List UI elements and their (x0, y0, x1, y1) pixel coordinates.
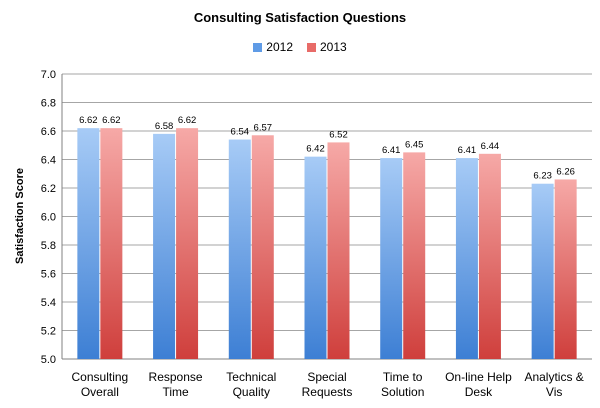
legend-item-2013: 2013 (307, 40, 347, 54)
legend-swatch-2013 (307, 42, 316, 52)
x-tick-label: Overall (81, 385, 119, 399)
bar-2013 (251, 135, 274, 359)
x-tick-label: Vis (546, 385, 562, 399)
y-tick-label: 6.0 (41, 212, 56, 224)
data-label-2012: 6.23 (533, 171, 552, 182)
x-tick-label: Desk (465, 385, 493, 399)
bar-2013 (176, 128, 199, 359)
y-tick-label: 7.0 (41, 69, 56, 81)
bar-2012 (304, 156, 327, 359)
bar-2013 (100, 128, 123, 359)
bar-2013 (554, 179, 577, 359)
legend-item-2012: 2012 (253, 40, 293, 54)
y-tick-label: 6.2 (41, 183, 56, 195)
y-tick-label: 5.0 (41, 354, 56, 366)
bar-2012 (228, 139, 251, 359)
legend: 2012 2013 (0, 40, 600, 54)
bar-2013 (403, 152, 426, 359)
bar-2013 (478, 153, 501, 359)
x-tick-label: Special (307, 370, 346, 384)
data-label-2012: 6.58 (155, 121, 174, 132)
y-tick-label: 6.6 (41, 126, 56, 138)
data-label-2012: 6.54 (231, 127, 250, 138)
data-label-2013: 6.62 (102, 115, 121, 126)
x-tick-label: Solution (381, 385, 424, 399)
bar-2012 (455, 158, 478, 359)
bar-2012 (77, 128, 100, 359)
x-tick-label: Time to (383, 370, 423, 384)
data-label-2012: 6.41 (382, 145, 401, 156)
x-tick-label: Analytics & (524, 370, 583, 384)
x-tick-label: Time (162, 385, 189, 399)
legend-swatch-2012 (253, 42, 263, 52)
data-label-2012: 6.42 (306, 144, 325, 155)
x-tick-label: On-line Help (445, 370, 512, 384)
y-tick-label: 6.8 (41, 98, 56, 110)
chart-title: Consulting Satisfaction Questions (193, 10, 407, 25)
y-tick-label: 5.2 (41, 326, 56, 338)
bar-2012 (153, 133, 176, 359)
data-label-2013: 6.57 (254, 122, 273, 133)
bar-2013 (327, 142, 350, 359)
y-tick-label: 5.4 (41, 297, 56, 309)
x-tick-label: Consulting (72, 370, 129, 384)
y-tick-label: 6.4 (41, 155, 56, 167)
data-label-2013: 6.52 (329, 129, 348, 140)
legend-label-2013: 2013 (320, 40, 347, 54)
x-tick-label: Technical (226, 370, 276, 384)
data-label-2013: 6.26 (556, 166, 575, 177)
y-tick-label: 5.8 (41, 240, 56, 252)
x-tick-label: Quality (233, 385, 270, 399)
data-label-2012: 6.62 (79, 115, 98, 126)
x-tick-label: Response (149, 370, 203, 384)
data-label-2013: 6.62 (178, 115, 197, 126)
data-label-2013: 6.44 (481, 141, 500, 152)
x-tick-label: Requests (302, 385, 353, 399)
bar-2012 (380, 158, 403, 359)
legend-label-2012: 2012 (266, 40, 293, 54)
data-label-2013: 6.45 (405, 139, 424, 150)
data-label-2012: 6.41 (458, 145, 477, 156)
y-tick-label: 5.6 (41, 269, 56, 281)
bar-2012 (531, 183, 554, 359)
